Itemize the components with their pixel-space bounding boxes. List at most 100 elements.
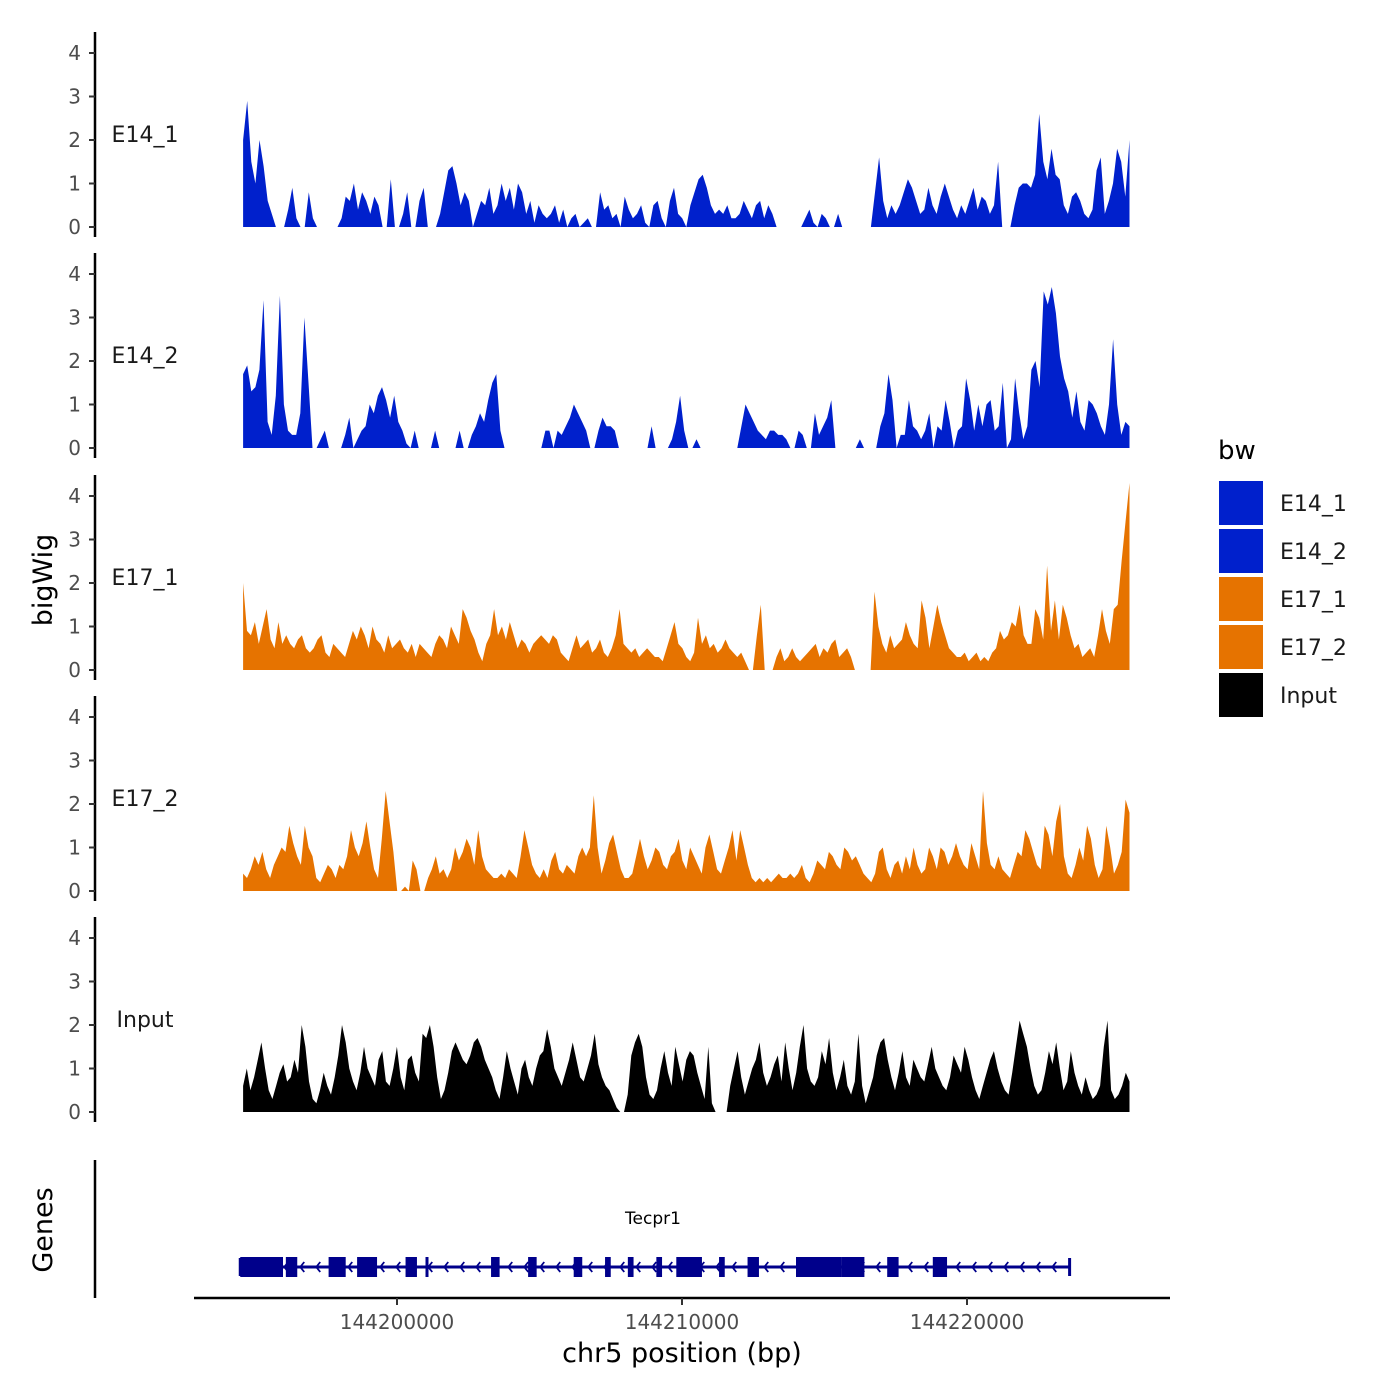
strand-arrow [475, 1261, 481, 1273]
strand-arrow [907, 1261, 913, 1273]
y-tick-label: 3 [68, 970, 81, 994]
exon [719, 1257, 725, 1277]
track-label-Input: Input [117, 1008, 174, 1033]
y-tick-label: 3 [68, 749, 81, 773]
strand-arrow [955, 1261, 961, 1273]
strand-arrow [715, 1261, 721, 1273]
exon [676, 1257, 702, 1277]
exon [573, 1257, 583, 1277]
y-tick-label: 2 [68, 571, 81, 595]
track-E17_1: 0 1 2 3 4 E17_1 [68, 475, 1130, 682]
strand-arrow [587, 1261, 593, 1273]
y-tick-label: 1 [68, 172, 81, 196]
strand-arrow [379, 1261, 385, 1273]
y-tick-label: 4 [68, 484, 81, 508]
exon [528, 1257, 537, 1277]
x-axis-title: chr5 position (bp) [562, 1338, 802, 1369]
track-E14_1: 0 1 2 3 4 E14_1 [68, 32, 1130, 239]
exon [425, 1257, 429, 1277]
strand-arrow [971, 1261, 977, 1273]
strand-arrow [635, 1261, 641, 1273]
y-tick-label: 2 [68, 349, 81, 373]
y-axis-title: bigWig [28, 534, 59, 627]
y-tick-label: 0 [68, 879, 81, 903]
strand-arrow [555, 1261, 561, 1273]
track-label-E14_2: E14_2 [112, 344, 179, 369]
y-tick-label: 2 [68, 128, 81, 152]
y-tick-label: 2 [68, 792, 81, 816]
track-E14_2: 0 1 2 3 4 E14_2 [68, 253, 1130, 460]
legend-label-E17_2: E17_2 [1280, 636, 1347, 661]
strand-arrow [1019, 1261, 1025, 1273]
exon [328, 1257, 346, 1277]
signal-area-E17_1 [243, 483, 1130, 670]
y-tick-label: 3 [68, 306, 81, 330]
track-label-E17_2: E17_2 [112, 787, 179, 812]
signal-area-Input [243, 1020, 1130, 1112]
legend-title: bw [1218, 436, 1256, 466]
strand-arrow [523, 1261, 529, 1273]
y-tick-label: 2 [68, 1013, 81, 1037]
x-axis: 144200000 144210000 144220000 [194, 1296, 1170, 1334]
strand-arrow [315, 1261, 321, 1273]
strand-arrow [347, 1261, 353, 1273]
exon [656, 1257, 663, 1277]
strand-arrow [779, 1261, 785, 1273]
signal-tracks: 0 1 2 3 4 E14_1 0 1 2 3 4 E14_2 0 1 2 3 4 E17_1 0 1 2 3 4 E17_2… [68, 32, 1130, 1124]
y-tick-label: 1 [68, 393, 81, 417]
y-tick-label: 1 [68, 1057, 81, 1081]
strand-arrow [923, 1261, 929, 1273]
exon [932, 1257, 948, 1277]
track-label-E17_1: E17_1 [112, 566, 179, 591]
signal-area-E14_1 [243, 100, 1130, 227]
track-Input: 0 1 2 3 4 Input [68, 917, 1130, 1124]
exon [240, 1257, 283, 1277]
y-tick-label: 1 [68, 836, 81, 860]
strand-arrow [875, 1261, 881, 1273]
strand-arrow [619, 1261, 625, 1273]
legend-label-Input: Input [1280, 684, 1337, 709]
legend-swatch-E17_2 [1217, 623, 1265, 671]
strand-arrow [1003, 1261, 1009, 1273]
y-tick-label: 4 [68, 705, 81, 729]
track-label-E14_1: E14_1 [112, 123, 179, 148]
strand-arrow [299, 1261, 305, 1273]
legend-swatch-E14_2 [1217, 527, 1265, 575]
exon [357, 1257, 378, 1277]
x-tick-label: 144200000 [340, 1310, 455, 1334]
y-tick-label: 0 [68, 215, 81, 239]
exon [491, 1257, 500, 1277]
exon [747, 1257, 759, 1277]
strand-arrow [731, 1261, 737, 1273]
strand-arrow [1051, 1261, 1057, 1273]
strand-arrow [987, 1261, 993, 1273]
y-tick-label: 0 [68, 658, 81, 682]
y-tick-label: 1 [68, 615, 81, 639]
signal-area-E17_2 [243, 791, 1130, 891]
exon [627, 1257, 634, 1277]
signal-area-E14_2 [243, 287, 1130, 448]
legend-label-E14_2: E14_2 [1280, 540, 1347, 565]
strand-arrow [539, 1261, 545, 1273]
gene-name-label: Tecpr1 [624, 1209, 681, 1229]
legend-swatch-E17_1 [1217, 575, 1265, 623]
strand-arrow [763, 1261, 769, 1273]
y-tick-label: 0 [68, 1100, 81, 1124]
legend-swatch-Input [1217, 671, 1265, 719]
legend-swatch-E14_1 [1217, 479, 1265, 527]
exon [405, 1257, 417, 1277]
strand-arrow [507, 1261, 513, 1273]
strand-arrow [459, 1261, 465, 1273]
legend-label-E14_1: E14_1 [1280, 492, 1347, 517]
y-tick-label: 4 [68, 926, 81, 950]
x-tick-label: 144210000 [625, 1310, 740, 1334]
legend: bw E14_1 E14_2 E17_1 E17_2 Input [1217, 436, 1347, 719]
exon [796, 1257, 842, 1277]
gene-track [93, 1160, 1072, 1298]
y-tick-label: 3 [68, 528, 81, 552]
exon [841, 1257, 865, 1277]
y-tick-label: 4 [68, 262, 81, 286]
exon [887, 1257, 899, 1277]
